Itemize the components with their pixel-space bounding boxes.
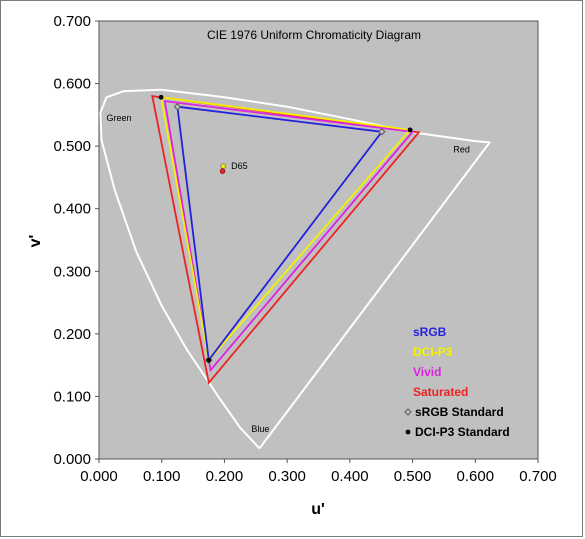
y-tick-label: 0.200: [53, 326, 91, 343]
region-label-red: Red: [453, 144, 470, 154]
legend-item-saturated: Saturated: [413, 385, 468, 399]
legend-item-dci-p3: DCI-P3: [413, 345, 453, 359]
y-tick-label: 0.500: [53, 138, 91, 155]
x-tick-label: 0.600: [457, 468, 495, 485]
y-tick-label: 0.400: [53, 201, 91, 218]
y-tick-label: 0.600: [53, 76, 91, 93]
dci-p3-standard-marker-2: [206, 357, 212, 363]
legend-item-srgb-standard: sRGB Standard: [415, 405, 504, 419]
dci-p3-standard-marker-0: [158, 94, 164, 100]
plot-border: [98, 20, 539, 460]
legend-marker: [404, 408, 412, 416]
x-tick-label: 0.300: [268, 468, 306, 485]
y-tick-label: 0.300: [53, 263, 91, 280]
x-axis-label: u': [311, 501, 325, 518]
x-tick-label: 0.700: [519, 468, 557, 485]
white-point-marker-0: [220, 163, 226, 169]
x-tick-label: 0.000: [80, 468, 118, 485]
y-tick-label: 0.100: [53, 388, 91, 405]
white-point-label: D65: [231, 161, 248, 171]
x-tick-label: 0.500: [394, 468, 432, 485]
gamut-triangle-vivid: [163, 100, 415, 373]
dci-p3-standard-marker-1: [407, 127, 413, 133]
legend-item-dci-p3-standard: DCI-P3 Standard: [415, 425, 510, 439]
legend-item-srgb: sRGB: [413, 325, 447, 339]
legend-item-vivid: Vivid: [413, 365, 441, 379]
srgb-standard-marker-0: [173, 103, 182, 111]
gamut-triangle-dci-p3: [159, 96, 412, 363]
gamut-triangle-srgb: [176, 105, 384, 363]
plot-area: [99, 21, 538, 459]
y-tick-label: 0.700: [53, 13, 91, 30]
x-tick-label: 0.400: [331, 468, 369, 485]
region-label-blue: Blue: [251, 424, 269, 434]
x-tick-label: 0.200: [206, 468, 244, 485]
region-label-green: Green: [107, 113, 132, 123]
x-tick-label: 0.100: [143, 468, 181, 485]
chart-title: CIE 1976 Uniform Chromaticity Diagram: [207, 28, 421, 42]
legend-marker: [405, 429, 411, 435]
srgb-standard-marker-1: [378, 128, 386, 136]
white-point-marker-1: [219, 168, 226, 174]
y-tick-label: 0.000: [53, 451, 91, 468]
y-axis-label: v': [27, 235, 44, 248]
